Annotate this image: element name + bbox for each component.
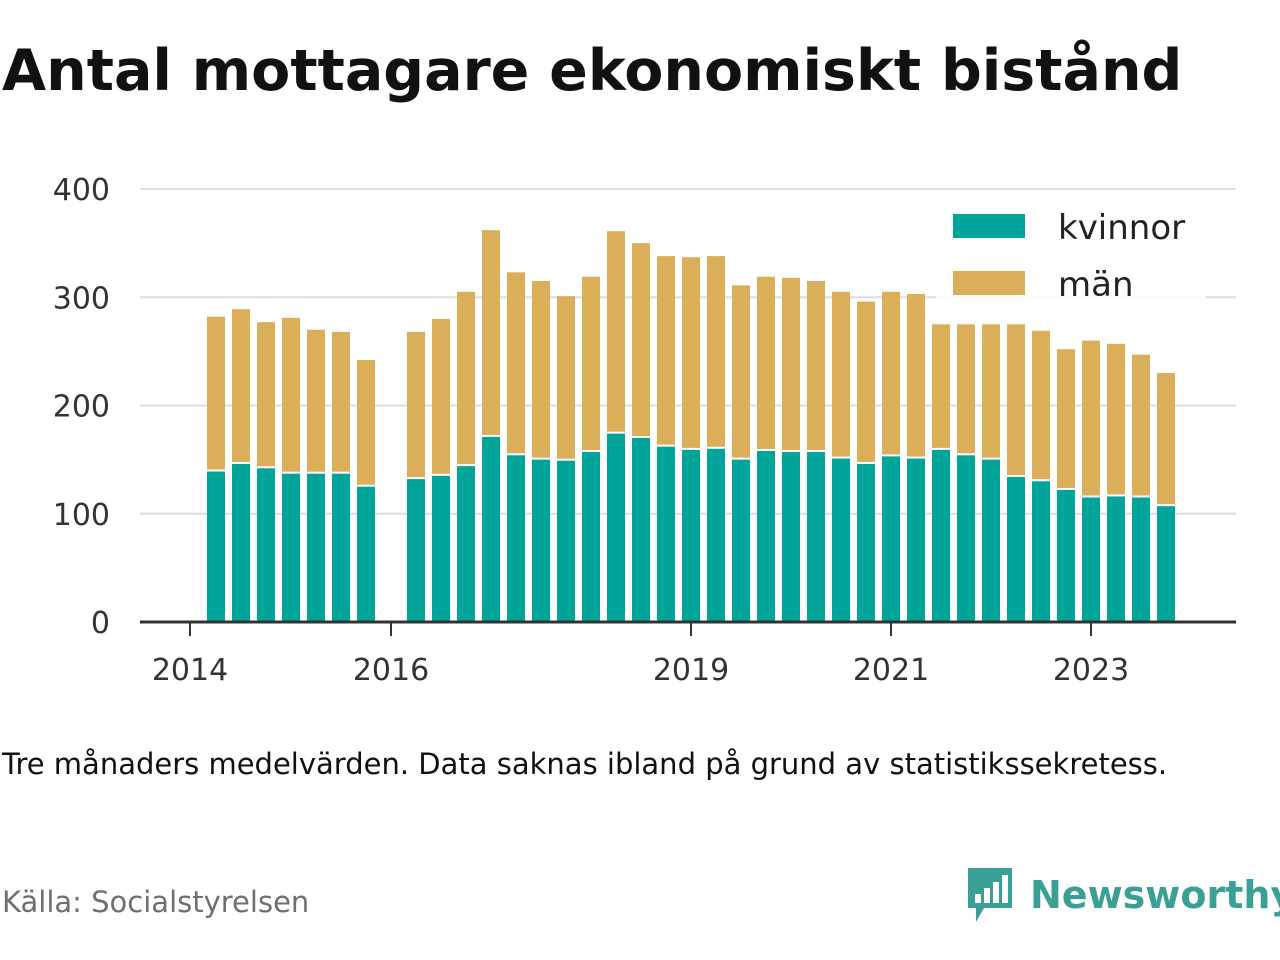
bar-kvinnor [507,455,525,622]
source-text: Källa: Socialstyrelsen [2,885,310,919]
chart-title: Antal mottagare ekonomiskt bistånd [2,38,1183,104]
bar-kvinnor [1082,497,1100,622]
bar-man [757,276,775,449]
bar-kvinnor [1132,497,1150,622]
brand-logo: Newsworthy [964,864,1280,926]
bar-man [257,322,275,467]
bar-kvinnor [882,456,900,622]
bar-man [207,316,225,470]
bar-man [982,324,1000,458]
bar-chart-speech-bubble-icon [968,868,1012,922]
x-tick-label: 2014 [152,653,228,688]
legend-label: kvinnor [1058,208,1185,248]
bar-kvinnor [682,449,700,622]
bar-man [307,329,325,472]
bar-kvinnor [232,463,250,622]
bar-man [1032,330,1050,480]
bar-man [282,317,300,472]
legend-swatch [953,271,1025,295]
bar-kvinnor [282,473,300,622]
bar-kvinnor [207,471,225,622]
bar-kvinnor [957,455,975,622]
bar-man [457,291,475,465]
bar-kvinnor [982,459,1000,622]
bar-kvinnor [1107,496,1125,622]
stacked-bar-chart: 0 100 200 300 400 2014 2016 2019 2021 2023 kvinnor… [53,173,1236,688]
bar-man [607,231,625,432]
bar-kvinnor [732,459,750,622]
bar-man [482,230,500,435]
bar-man [732,285,750,458]
bar-man [1157,373,1175,505]
bar-kvinnor [257,468,275,622]
bar-man [832,291,850,457]
bar-kvinnor [607,433,625,622]
bar-man [632,243,650,436]
bar-man [432,318,450,474]
bar-kvinnor [432,475,450,622]
bar-man [1007,324,1025,475]
bar-kvinnor [1032,481,1050,622]
bar-kvinnor [357,486,375,622]
legend-label: män [1058,265,1134,305]
bar-kvinnor [532,459,550,622]
y-tick-label: 300 [53,281,110,316]
bar-man [807,281,825,451]
bar-man [957,324,975,454]
bar-man [782,277,800,451]
x-tick-label: 2023 [1053,653,1129,688]
bar-kvinnor [632,437,650,622]
bar-man [507,272,525,454]
bar-kvinnor [482,436,500,622]
bar-man [707,256,725,447]
bar-kvinnor [1057,489,1075,622]
bar-kvinnor [657,446,675,622]
bar-man [857,301,875,462]
y-tick-label: 400 [53,173,110,208]
bar-man [557,296,575,459]
bar-kvinnor [907,458,925,622]
chart-note: Tre månaders medelvärden. Data saknas ib… [2,747,1168,781]
bar-kvinnor [457,466,475,622]
bar-kvinnor [757,450,775,622]
bar-man [907,294,925,457]
bar-man [682,257,700,448]
bar-kvinnor [807,452,825,622]
y-tick-label: 200 [53,390,110,425]
bar-kvinnor [332,473,350,622]
bar-kvinnor [857,463,875,622]
bar-kvinnor [557,460,575,622]
y-tick-label: 100 [53,498,110,533]
legend-swatch [953,214,1025,238]
bar-kvinnor [307,473,325,622]
bar-kvinnor [707,448,725,622]
bar-man [407,331,425,478]
bar-man [1082,340,1100,496]
x-tick-label: 2016 [353,653,429,688]
bar-kvinnor [832,458,850,622]
bar-man [1107,343,1125,495]
y-tick-label: 0 [91,606,110,641]
bar-man [882,291,900,455]
bar-man [1057,349,1075,488]
bar-kvinnor [932,449,950,622]
bar-kvinnor [1157,506,1175,622]
x-tick-label: 2021 [853,653,929,688]
bar-man [357,360,375,485]
bar-man [932,324,950,448]
bar-man [657,256,675,445]
bar-man [582,276,600,451]
bar-kvinnor [407,479,425,622]
bar-man [232,309,250,462]
bar-man [1132,354,1150,496]
bar-man [332,331,350,472]
bar-kvinnor [1007,476,1025,622]
x-tick-label: 2019 [653,653,729,688]
bar-kvinnor [582,452,600,622]
bar-man [532,281,550,458]
bar-kvinnor [782,452,800,622]
brand-name: Newsworthy [1030,873,1280,917]
